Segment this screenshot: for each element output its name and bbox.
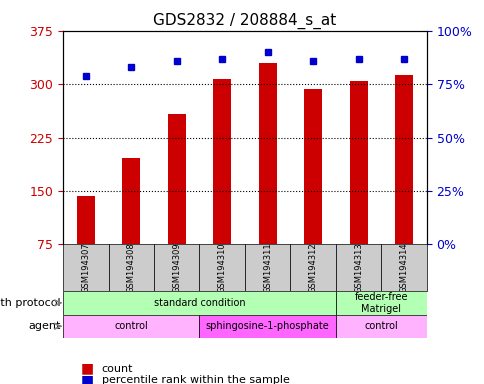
- Bar: [335, 314, 426, 338]
- Title: GDS2832 / 208884_s_at: GDS2832 / 208884_s_at: [153, 13, 336, 29]
- Text: control: control: [114, 321, 148, 331]
- FancyBboxPatch shape: [380, 245, 426, 291]
- FancyBboxPatch shape: [290, 245, 335, 291]
- Text: growth protocol: growth protocol: [0, 298, 60, 308]
- Text: count: count: [102, 364, 133, 374]
- FancyBboxPatch shape: [199, 245, 244, 291]
- Bar: [63, 314, 199, 338]
- FancyBboxPatch shape: [335, 245, 380, 291]
- FancyBboxPatch shape: [244, 245, 290, 291]
- Text: GSM194311: GSM194311: [263, 242, 272, 293]
- FancyBboxPatch shape: [153, 245, 199, 291]
- Bar: [122, 157, 140, 245]
- Bar: [199, 314, 335, 338]
- Text: agent: agent: [29, 321, 60, 331]
- Bar: [167, 114, 185, 245]
- FancyBboxPatch shape: [108, 245, 153, 291]
- Text: GSM194310: GSM194310: [217, 242, 226, 293]
- Bar: [63, 291, 335, 314]
- FancyBboxPatch shape: [63, 245, 108, 291]
- Bar: [349, 81, 367, 245]
- Text: GSM194312: GSM194312: [308, 242, 317, 293]
- Text: GSM194308: GSM194308: [126, 242, 136, 293]
- Bar: [212, 79, 231, 245]
- Bar: [394, 75, 412, 245]
- Text: feeder-free
Matrigel: feeder-free Matrigel: [354, 292, 407, 314]
- Text: ■: ■: [80, 373, 94, 384]
- Text: GSM194314: GSM194314: [399, 242, 408, 293]
- Bar: [335, 291, 426, 314]
- Text: GSM194313: GSM194313: [353, 242, 363, 293]
- Text: standard condition: standard condition: [153, 298, 245, 308]
- Text: GSM194309: GSM194309: [172, 242, 181, 293]
- Bar: [76, 196, 95, 245]
- Text: percentile rank within the sample: percentile rank within the sample: [102, 375, 289, 384]
- Text: GSM194307: GSM194307: [81, 242, 90, 293]
- Bar: [303, 89, 321, 245]
- Text: sphingosine-1-phosphate: sphingosine-1-phosphate: [205, 321, 329, 331]
- Text: control: control: [363, 321, 397, 331]
- Bar: [258, 63, 276, 245]
- Text: ■: ■: [80, 362, 94, 376]
